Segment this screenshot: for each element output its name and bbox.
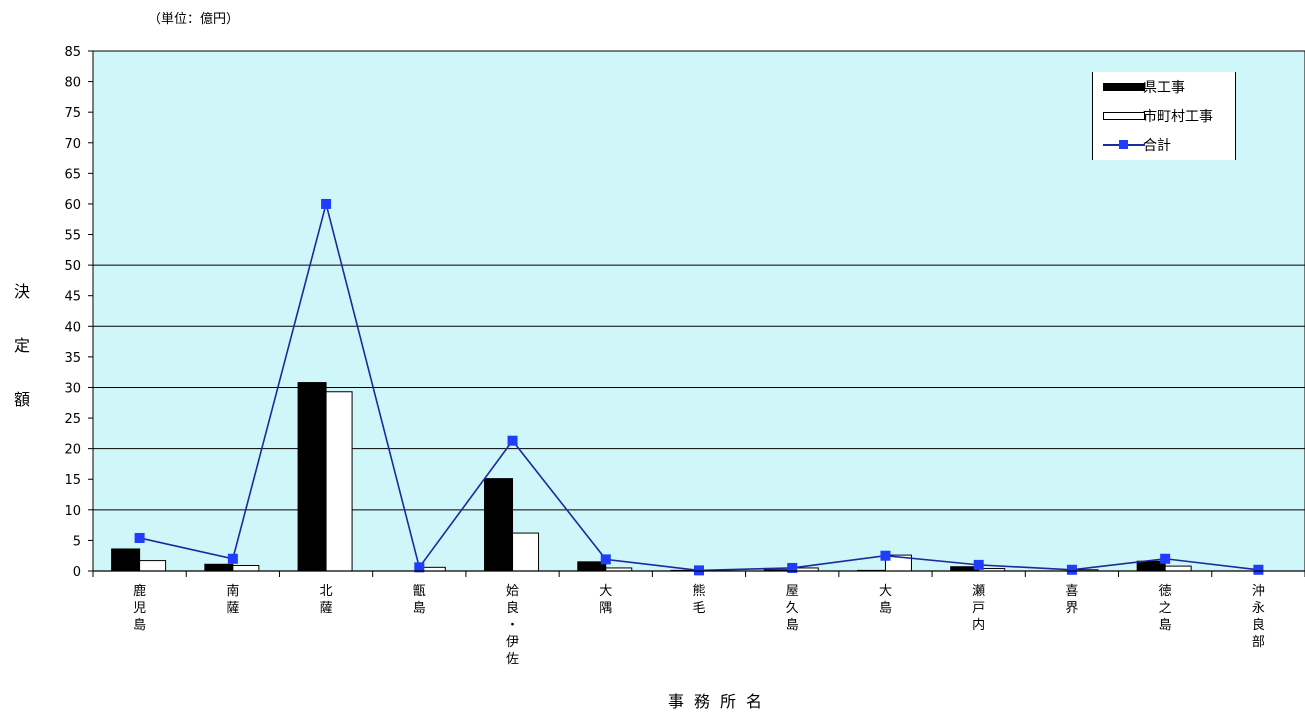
x-tick-label: 甑島 [413,584,426,616]
x-tick-label: 沖永良部 [1252,584,1265,650]
total-line [134,198,1264,576]
y-axis: 0 5 10 15 20 25 30 35 40 45 50 55 60 65 70 75 80 85 [64,45,94,580]
y-tick-label: 25 [64,412,81,427]
total-marker [507,435,518,446]
x-tick-label: 北薩 [320,584,333,616]
legend-swatch-white [1093,105,1145,127]
legend-swatch-black [1093,76,1145,98]
total-marker [1066,564,1077,575]
x-tick-label: 屋久島 [786,584,799,633]
x-tick-label: 南薩 [226,583,239,616]
x-tick-label: 熊毛 [692,583,705,616]
x-tick-label: 大隅 [599,584,612,616]
bar-prefecture [204,563,234,572]
legend-swatch-line [1093,134,1145,156]
y-tick-label: 20 [64,443,81,458]
y-tick-label: 60 [64,198,81,213]
bars [111,382,1192,572]
y-axis-label-char: 定 [13,336,30,355]
y-tick-label: 5 [73,534,81,549]
x-tick-label: 瀬戸内 [972,584,985,633]
y-tick-label: 75 [64,106,81,121]
total-marker [227,553,238,564]
x-tick-label: 鹿児島 [133,583,146,633]
bar-municipal [232,564,260,572]
y-tick-label: 10 [64,504,81,519]
total-marker [1160,553,1171,564]
total-marker [973,559,984,570]
x-axis: 鹿児島 南薩 北薩 甑島 姶良・伊佐 大隅 熊毛 屋久島 大島 瀬戸内 喜界 徳之島 沖永良部 [92,570,1305,667]
legend-label: 市町村工事 [1143,109,1213,125]
y-tick-label: 50 [64,259,81,274]
y-tick-label: 15 [64,473,81,488]
legend-label: 合計 [1143,138,1171,154]
gridlines [93,264,1305,511]
unit-label: （単位：億円） [148,12,240,27]
legend: 県工事 市町村工事 合計 [1092,72,1236,160]
y-tick-label: 65 [64,167,81,182]
total-marker [321,198,332,209]
total-marker [134,532,145,543]
x-tick-label: 大島 [879,584,892,616]
total-marker [600,554,611,565]
y-tick-label: 30 [64,381,81,396]
legend-label: 県工事 [1143,80,1185,96]
total-marker [880,550,891,561]
y-axis-label-char: 決 [13,282,30,301]
y-tick-label: 70 [64,137,81,152]
legend-item-municipal: 市町村工事 [1093,105,1213,127]
y-tick-label: 80 [64,76,81,91]
y-axis-label: 決定額 [10,265,34,427]
x-tick-label: 喜界 [1065,584,1078,616]
total-marker [694,565,704,576]
bar-municipal [325,391,353,572]
total-marker [414,562,425,573]
x-tick-label: 徳之島 [1159,584,1172,633]
bar-prefecture [484,478,514,572]
x-axis-label: 事務所名 [667,692,772,711]
y-axis-label-char: 額 [13,390,30,409]
legend-item-total: 合計 [1093,134,1171,156]
y-tick-label: 35 [64,351,81,366]
total-marker [1253,564,1264,575]
bar-municipal [512,532,540,572]
legend-item-prefecture: 県工事 [1093,76,1185,98]
y-tick-label: 0 [73,565,81,580]
bar-municipal [139,560,167,572]
x-tick-label: 姶良・伊佐 [506,584,519,667]
y-tick-label: 40 [64,320,81,335]
y-tick-label: 45 [64,290,81,305]
bar-prefecture [297,382,327,572]
total-marker [787,562,798,573]
y-tick-label: 55 [64,229,81,244]
bar-municipal [1164,565,1192,572]
bar-prefecture [111,548,141,572]
y-tick-label: 85 [64,45,81,60]
